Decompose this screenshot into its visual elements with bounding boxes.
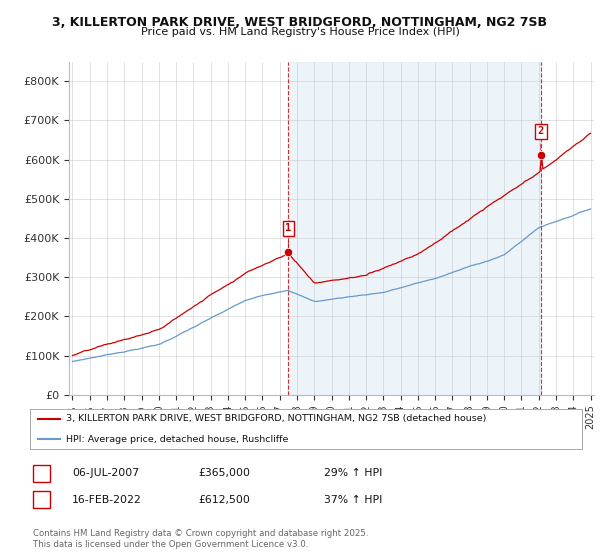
Text: HPI: Average price, detached house, Rushcliffe: HPI: Average price, detached house, Rush… xyxy=(66,435,288,444)
Text: 1: 1 xyxy=(285,223,292,233)
Text: Contains HM Land Registry data © Crown copyright and database right 2025.
This d: Contains HM Land Registry data © Crown c… xyxy=(33,529,368,549)
Text: 2: 2 xyxy=(38,494,45,505)
Text: 16-FEB-2022: 16-FEB-2022 xyxy=(72,494,142,505)
Text: 3, KILLERTON PARK DRIVE, WEST BRIDGFORD, NOTTINGHAM, NG2 7SB (detached house): 3, KILLERTON PARK DRIVE, WEST BRIDGFORD,… xyxy=(66,414,486,423)
Bar xyxy=(289,62,541,395)
Text: £365,000: £365,000 xyxy=(198,468,250,478)
Text: 29% ↑ HPI: 29% ↑ HPI xyxy=(324,468,382,478)
Text: Price paid vs. HM Land Registry's House Price Index (HPI): Price paid vs. HM Land Registry's House … xyxy=(140,27,460,37)
Text: 37% ↑ HPI: 37% ↑ HPI xyxy=(324,494,382,505)
Text: 06-JUL-2007: 06-JUL-2007 xyxy=(72,468,139,478)
Text: £612,500: £612,500 xyxy=(198,494,250,505)
Text: 1: 1 xyxy=(38,468,45,478)
Text: 3, KILLERTON PARK DRIVE, WEST BRIDGFORD, NOTTINGHAM, NG2 7SB: 3, KILLERTON PARK DRIVE, WEST BRIDGFORD,… xyxy=(53,16,548,29)
Text: 2: 2 xyxy=(538,126,544,136)
